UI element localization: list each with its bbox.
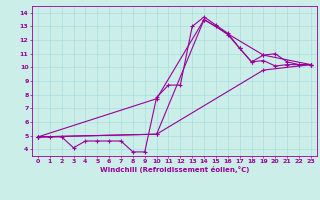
- X-axis label: Windchill (Refroidissement éolien,°C): Windchill (Refroidissement éolien,°C): [100, 166, 249, 173]
